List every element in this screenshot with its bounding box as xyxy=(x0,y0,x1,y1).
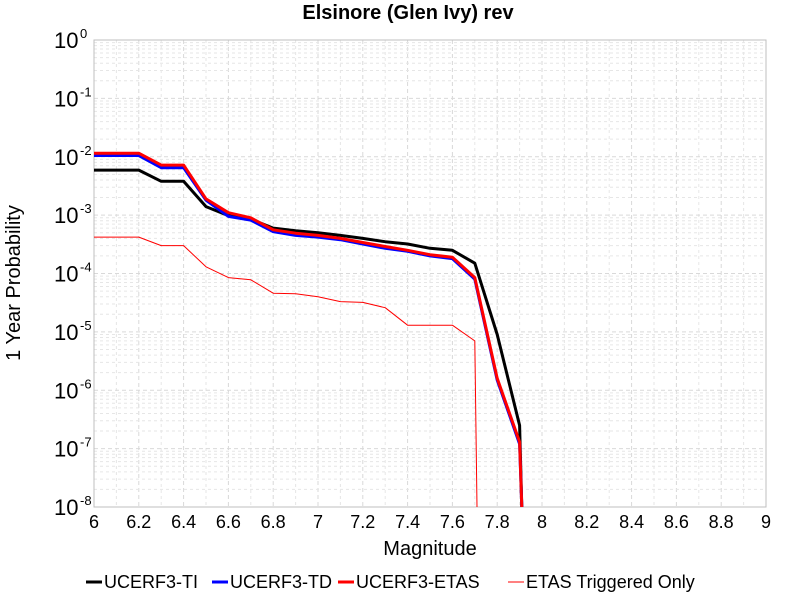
y-tick-exponent: -4 xyxy=(80,260,92,275)
series-line-ucerf3-ti xyxy=(94,168,524,508)
legend-item: UCERF3-TD xyxy=(212,572,332,592)
x-tick-label: 8.4 xyxy=(619,512,644,532)
y-tick-base: 10 xyxy=(54,437,78,462)
legend-item: UCERF3-ETAS xyxy=(338,572,480,592)
legend-label: ETAS Triggered Only xyxy=(526,572,695,592)
x-tick-label: 9 xyxy=(761,512,771,532)
series-line-etas-triggered-only xyxy=(94,236,478,508)
y-tick-label: 10 0 xyxy=(54,26,87,53)
y-tick-label: 10 -3 xyxy=(54,201,92,228)
grid xyxy=(93,40,767,508)
y-tick-exponent: -3 xyxy=(80,201,92,216)
legend-label: UCERF3-ETAS xyxy=(356,572,480,592)
x-tick-label: 6.2 xyxy=(126,512,151,532)
x-tick-label: 7 xyxy=(313,512,323,532)
x-tick-label: 6.8 xyxy=(261,512,286,532)
y-tick-exponent: -2 xyxy=(80,143,92,158)
y-tick-base: 10 xyxy=(54,86,78,111)
y-tick-base: 10 xyxy=(54,28,78,53)
x-tick-label: 6.4 xyxy=(171,512,196,532)
series-line-ucerf3-etas xyxy=(94,151,524,508)
plot-frame xyxy=(93,39,767,508)
y-tick-base: 10 xyxy=(54,145,78,170)
y-tick-label: 10 -4 xyxy=(54,260,92,287)
x-tick-label: 8.2 xyxy=(574,512,599,532)
y-tick-base: 10 xyxy=(54,320,78,345)
legend-label: UCERF3-TD xyxy=(230,572,332,592)
y-tick-label: 10 -7 xyxy=(54,435,92,462)
y-tick-label: 10 -1 xyxy=(54,84,92,111)
y-tick-exponent: -8 xyxy=(80,493,92,508)
x-tick-label: 8 xyxy=(537,512,547,532)
x-tick-label: 7.8 xyxy=(485,512,510,532)
chart-title: Elsinore (Glen Ivy) rev xyxy=(302,2,514,24)
y-tick-base: 10 xyxy=(54,262,78,287)
legend-item: UCERF3-TI xyxy=(86,572,198,592)
y-tick-label: 10 -8 xyxy=(54,493,92,520)
series-line-ucerf3-td xyxy=(94,154,524,508)
x-tick-label: 8.6 xyxy=(664,512,689,532)
y-axis-label: 1 Year Probability xyxy=(3,205,25,361)
y-tick-exponent: -6 xyxy=(80,376,92,391)
y-tick-label: 10 -5 xyxy=(54,318,92,345)
legend-label: UCERF3-TI xyxy=(104,572,198,592)
y-tick-base: 10 xyxy=(54,378,78,403)
y-tick-label: 10 -6 xyxy=(54,376,92,403)
x-tick-label: 7.2 xyxy=(350,512,375,532)
x-axis-label: Magnitude xyxy=(383,538,476,560)
y-tick-base: 10 xyxy=(54,203,78,228)
x-tick-label: 7.6 xyxy=(440,512,465,532)
y-tick-exponent: -1 xyxy=(80,84,92,99)
x-tick-label: 6.6 xyxy=(216,512,241,532)
y-tick-base: 10 xyxy=(54,495,78,520)
x-tick-label: 6 xyxy=(89,512,99,532)
legend: UCERF3-TI UCERF3-TD UCERF3-ETAS ETAS Trigge… xyxy=(86,572,695,592)
legend-item: ETAS Triggered Only xyxy=(508,572,695,592)
x-tick-label: 7.4 xyxy=(395,512,420,532)
y-tick-exponent: -7 xyxy=(80,435,92,450)
x-tick-label: 8.8 xyxy=(709,512,734,532)
x-axis-ticks: 6 6.2 6.4 6.6 6.8 7 7.2 7.4 7.6 7.8 8 8.2 8.4 8.6 8.8 9 xyxy=(89,512,771,532)
y-tick-exponent: -5 xyxy=(80,318,92,333)
y-tick-exponent: 0 xyxy=(80,26,87,41)
y-tick-label: 10 -2 xyxy=(54,143,92,170)
series-lines xyxy=(94,151,524,508)
